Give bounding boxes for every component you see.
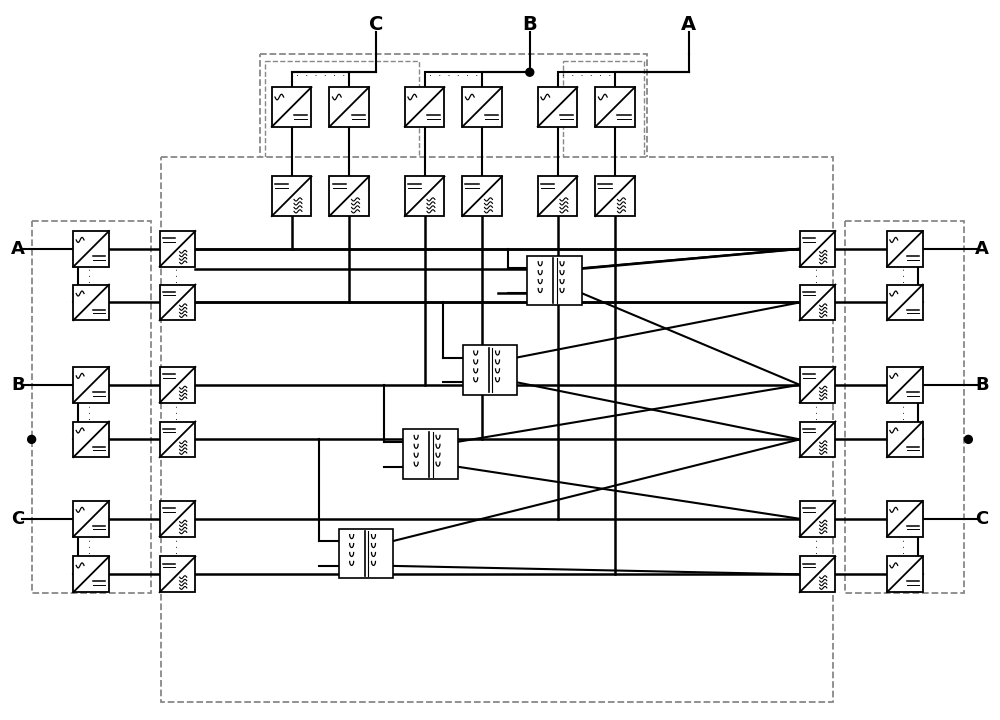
Bar	[887, 231, 923, 266]
Text: ·  ·  ·  ·  ·  ·: · · · · · ·	[562, 71, 611, 81]
Bar	[339, 528, 393, 578]
Bar	[32, 221, 151, 593]
Text: · · ·: · · ·	[173, 405, 183, 420]
Text: · · ·: · · ·	[813, 405, 823, 420]
Bar	[272, 176, 311, 216]
Text: · · ·: · · ·	[900, 268, 910, 283]
Text: A: A	[975, 240, 989, 258]
Bar	[595, 87, 635, 127]
Circle shape	[964, 436, 972, 444]
Bar	[73, 557, 109, 592]
Bar	[527, 256, 582, 305]
Bar	[265, 61, 419, 165]
Bar	[845, 221, 964, 593]
Text: B: B	[975, 376, 989, 394]
Bar	[160, 367, 195, 402]
Text: A: A	[11, 240, 25, 258]
Bar	[800, 557, 835, 592]
Text: A: A	[681, 15, 696, 34]
Text: B: B	[11, 376, 25, 394]
Text: · · ·: · · ·	[86, 539, 96, 554]
Bar	[403, 429, 458, 479]
Bar	[160, 501, 195, 536]
Bar	[800, 367, 835, 402]
Circle shape	[526, 68, 534, 76]
Bar	[260, 55, 647, 171]
Bar	[887, 367, 923, 402]
Bar	[462, 87, 502, 127]
Bar	[405, 87, 444, 127]
Text: C: C	[11, 510, 24, 528]
Text: C: C	[369, 15, 383, 34]
Bar	[887, 421, 923, 457]
Text: · · ·: · · ·	[86, 405, 96, 420]
Bar	[800, 421, 835, 457]
Bar	[329, 87, 369, 127]
Bar	[329, 176, 369, 216]
Bar	[405, 176, 444, 216]
Bar	[160, 231, 195, 266]
Bar	[887, 284, 923, 320]
Bar	[160, 284, 195, 320]
Bar	[272, 87, 311, 127]
Bar	[538, 87, 577, 127]
Bar	[73, 284, 109, 320]
Bar	[161, 156, 833, 702]
Text: · · ·: · · ·	[173, 539, 183, 554]
Bar	[887, 557, 923, 592]
Bar	[73, 231, 109, 266]
Bar	[73, 421, 109, 457]
Text: ·  ·  ·  ·  ·  ·: · · · · · ·	[296, 71, 345, 81]
Bar	[887, 501, 923, 536]
Bar	[73, 501, 109, 536]
Bar	[538, 176, 577, 216]
Circle shape	[28, 436, 36, 444]
Text: · · ·: · · ·	[173, 268, 183, 283]
Text: · · ·: · · ·	[900, 539, 910, 554]
Bar	[160, 421, 195, 457]
Bar	[595, 176, 635, 216]
Bar	[800, 284, 835, 320]
Bar	[463, 345, 517, 395]
Bar	[800, 231, 835, 266]
Bar	[800, 501, 835, 536]
Text: · · ·: · · ·	[900, 405, 910, 420]
Text: ·  ·  ·  ·  ·  ·: · · · · · ·	[429, 71, 478, 81]
Bar	[160, 557, 195, 592]
Text: · · ·: · · ·	[813, 539, 823, 554]
Text: C: C	[976, 510, 989, 528]
Bar	[563, 61, 644, 165]
Text: · · ·: · · ·	[86, 268, 96, 283]
Bar	[73, 367, 109, 402]
Bar	[462, 176, 502, 216]
Text: · · ·: · · ·	[813, 268, 823, 283]
Text: B: B	[522, 15, 537, 34]
